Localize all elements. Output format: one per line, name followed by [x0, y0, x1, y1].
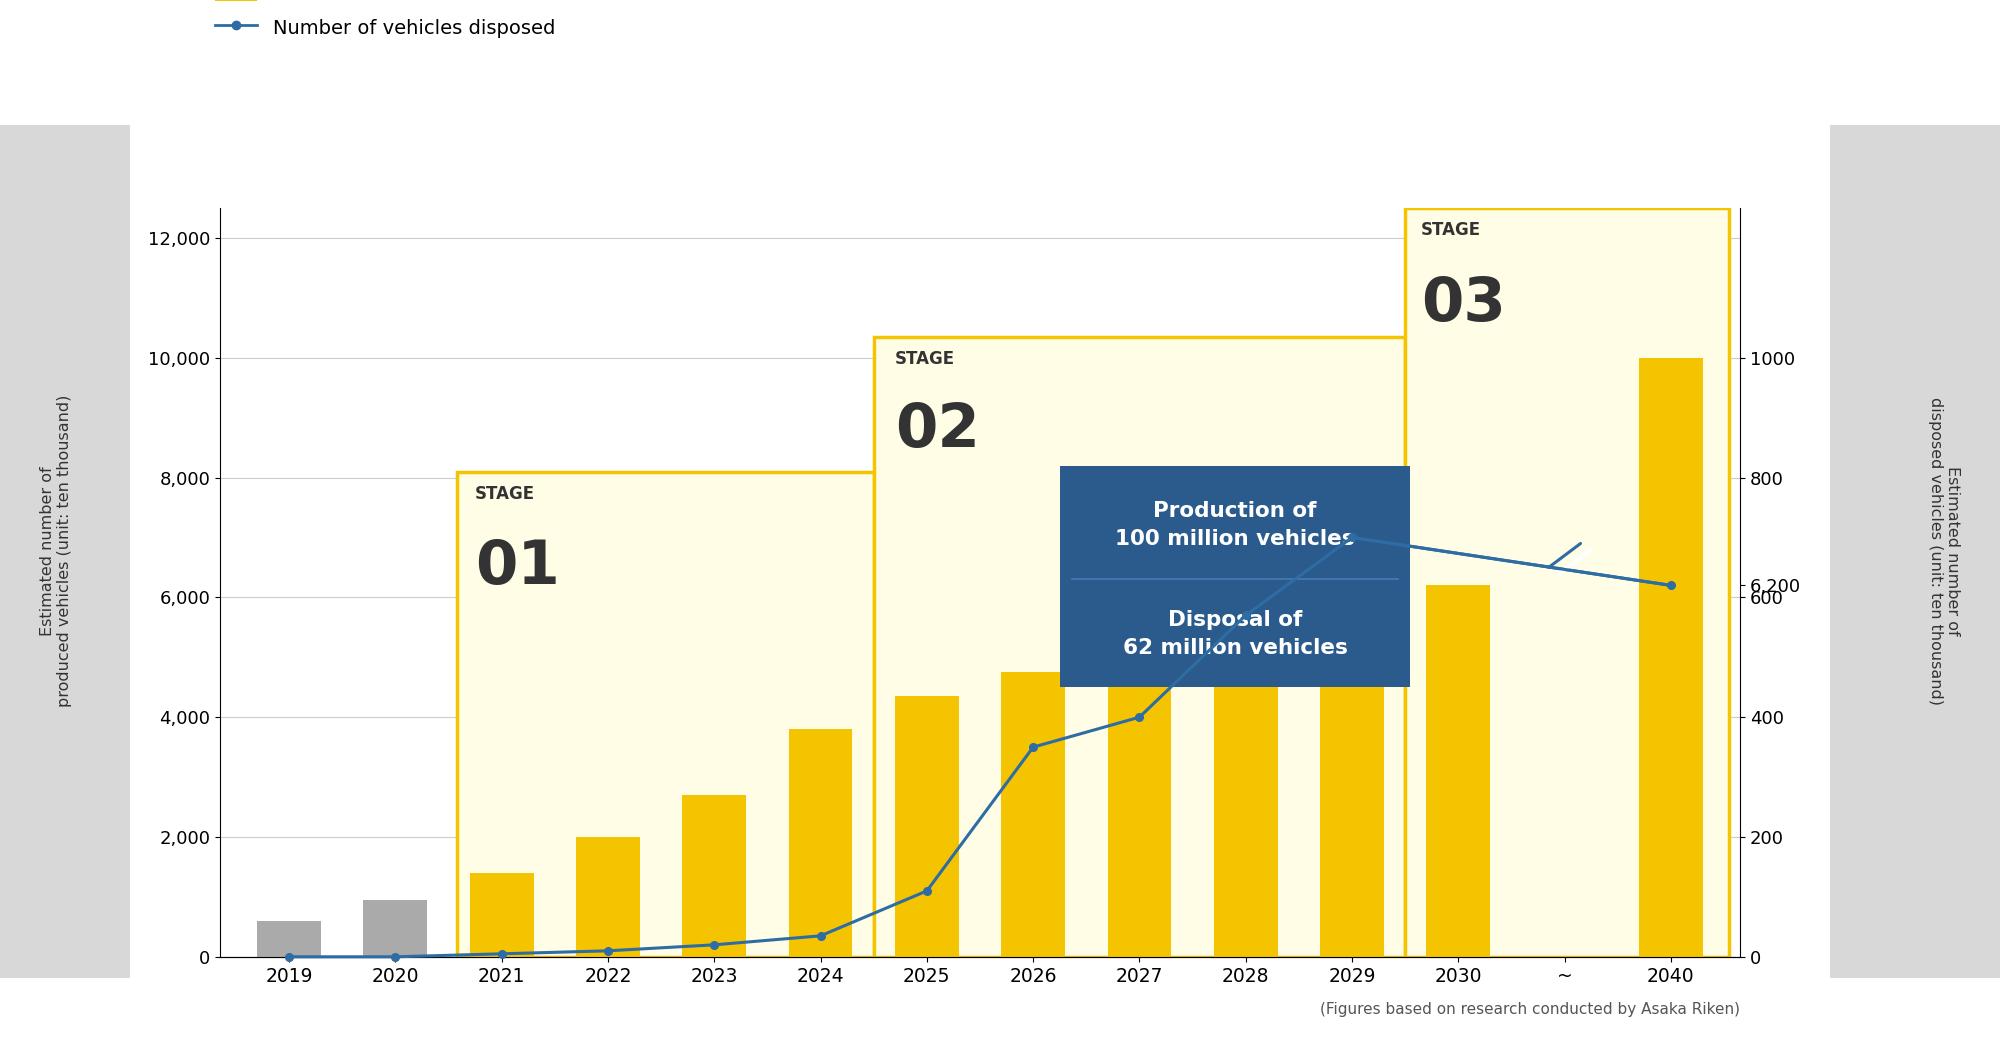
FancyBboxPatch shape	[458, 471, 874, 957]
Bar	[682, 795, 746, 957]
Legend: Number of xEV produced, Number of vehicles disposed: Number of xEV produced, Number of vehicl…	[214, 0, 556, 38]
Bar	[364, 900, 428, 957]
Text: STAGE: STAGE	[1422, 220, 1482, 239]
Bar	[576, 837, 640, 957]
FancyBboxPatch shape	[874, 337, 1406, 957]
Bar	[1108, 651, 1172, 957]
Text: 03: 03	[1422, 275, 1506, 334]
Bar	[1426, 586, 1490, 957]
Bar	[258, 920, 320, 957]
Text: Estimated number of
produced vehicles (unit: ten thousand): Estimated number of produced vehicles (u…	[40, 395, 72, 707]
Bar	[1214, 630, 1278, 957]
Text: Production of
100 million vehicles: Production of 100 million vehicles	[1116, 501, 1354, 549]
Text: (Figures based on research conducted by Asaka Riken): (Figures based on research conducted by …	[1320, 1002, 1740, 1017]
Bar	[1640, 358, 1702, 957]
Bar	[1320, 597, 1384, 957]
Text: STAGE: STAGE	[894, 349, 956, 368]
Text: 02: 02	[894, 400, 980, 460]
Bar	[1002, 672, 1066, 957]
Bar	[894, 696, 958, 957]
Text: 01: 01	[476, 539, 560, 597]
Text: Estimated number of
disposed vehicles (unit: ten thousand): Estimated number of disposed vehicles (u…	[1928, 397, 1960, 705]
Text: Disposal of
62 million vehicles: Disposal of 62 million vehicles	[1122, 610, 1348, 658]
FancyBboxPatch shape	[1060, 466, 1410, 687]
Text: STAGE: STAGE	[476, 485, 536, 502]
Bar	[788, 729, 852, 957]
FancyBboxPatch shape	[1406, 208, 1730, 957]
Bar	[470, 873, 534, 957]
